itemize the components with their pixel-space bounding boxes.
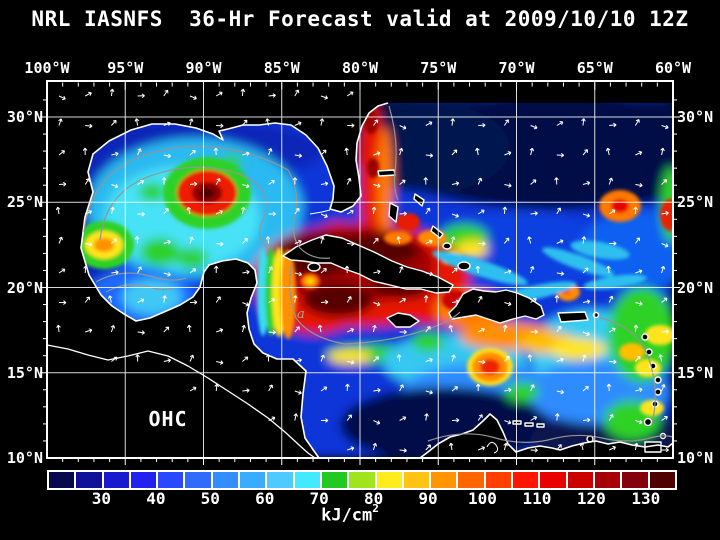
gray-contours — [83, 105, 673, 443]
lon-tick-label: 75°W — [420, 59, 457, 77]
colorbar-cell — [349, 472, 377, 488]
colorbar-tick-value: 130 — [631, 489, 661, 508]
colorbar-cell — [431, 472, 459, 488]
colorbar-tick-value: 50 — [200, 489, 220, 508]
lon-tick-label: 65°W — [576, 59, 613, 77]
island-puerto-rico — [557, 311, 589, 323]
colorbar-cell — [267, 472, 295, 488]
colorbar-tick-value: 120 — [576, 489, 606, 508]
island-hispaniola — [448, 288, 545, 324]
colorbar — [47, 470, 677, 490]
latitude-axis-right: 30°N 25°N 20°N 15°N 10°N — [677, 0, 720, 540]
map-annotation-a: a — [297, 307, 305, 322]
lat-tick-label: 10°N — [6, 449, 43, 467]
colorbar-cell — [513, 472, 541, 488]
colorbar-cell — [130, 472, 159, 488]
colorbar-tick-value: 60 — [255, 489, 275, 508]
coast-pacific — [47, 344, 316, 458]
island-grenada — [643, 417, 653, 427]
lon-tick-label: 95°W — [107, 59, 144, 77]
islands — [282, 169, 667, 453]
lon-tick-label: 90°W — [185, 59, 222, 77]
grid-lines — [47, 81, 673, 458]
colorbar-cell — [294, 472, 322, 488]
island-jamaica — [386, 312, 420, 328]
island-antigua — [641, 333, 649, 341]
island-inagua — [457, 261, 471, 271]
lat-tick-label: 15°N — [677, 363, 714, 382]
coast-north-america — [80, 102, 389, 458]
island-cuba — [282, 234, 454, 294]
colorbar-cell — [240, 472, 268, 488]
colorbar-tick-labels: 30 40 50 60 70 80 90 100 110 120 130 — [0, 489, 720, 508]
longitude-axis: 100°W 95°W 90°W 85°W 80°W 75°W 70°W 65°W 60°W — [0, 59, 720, 77]
lon-tick-label: 70°W — [498, 59, 535, 77]
lon-tick-label: 80°W — [341, 59, 379, 77]
map-frame — [46, 80, 674, 459]
colorbar-cell — [540, 472, 568, 488]
colorbar-cell — [321, 472, 350, 488]
colorbar-cell — [103, 472, 131, 488]
lon-tick-label: 60°W — [654, 59, 692, 77]
colorbar-cell — [594, 472, 623, 488]
colorbar-cell — [622, 472, 650, 488]
lon-tick-label: 85°W — [263, 59, 300, 77]
island-long-island — [430, 225, 444, 239]
colorbar-cell — [76, 472, 104, 488]
island-bonaire — [536, 423, 545, 428]
colorbar-tick-value: 70 — [309, 489, 329, 508]
lon-tick-label: 100°W — [24, 59, 70, 77]
page-title: NRL IASNFS 36-Hr Forecast valid at 2009/… — [31, 7, 689, 31]
island-st-lucia — [654, 388, 662, 396]
colorbar-cell — [649, 472, 675, 488]
colorbar-cell — [185, 472, 213, 488]
colorbar-tick-value: 90 — [418, 489, 438, 508]
unit-base: kJ/cm — [321, 505, 373, 526]
island-grand-bahama — [377, 169, 396, 177]
lat-tick-label: 25°N — [6, 193, 43, 212]
colorbar-cell — [485, 472, 514, 488]
colorbar-tick-value: 80 — [363, 489, 384, 508]
island-andros — [388, 202, 399, 223]
colorbar-unit-label: kJ/cm2 — [0, 502, 700, 526]
island-cay — [442, 242, 452, 250]
colorbar-cell — [567, 472, 595, 488]
colorbar-cell — [376, 472, 404, 488]
colorbar-cell — [49, 472, 77, 488]
lat-tick-label: 20°N — [6, 278, 43, 297]
island-curacao — [524, 422, 534, 427]
florida-keys — [309, 209, 331, 215]
island-martinique — [654, 376, 662, 384]
lat-tick-label: 30°N — [677, 108, 714, 126]
colorbar-cell — [158, 472, 186, 488]
field-label-ohc: OHC — [148, 407, 188, 431]
lake-maracaibo — [486, 441, 499, 454]
lat-tick-label: 15°N — [6, 363, 43, 382]
colorbar-cell — [212, 472, 241, 488]
island-eleuthera — [413, 193, 425, 207]
colorbar-cell — [403, 472, 432, 488]
colorbar-cell — [458, 472, 486, 488]
colorbar-tick-value: 100 — [468, 489, 497, 508]
colorbar-tick-value: 110 — [522, 489, 552, 508]
lat-tick-label: 20°N — [677, 278, 714, 297]
lat-tick-label: 30°N — [6, 108, 43, 126]
lat-tick-label: 25°N — [677, 193, 714, 212]
island-isle-of-youth — [307, 262, 321, 272]
colorbar-tick-value: 30 — [91, 489, 112, 508]
unit-exponent: 2 — [372, 502, 379, 515]
colorbar-tick-value: 40 — [146, 489, 166, 508]
latitude-axis-left: 30°N 25°N 20°N 15°N 10°N — [0, 0, 43, 540]
lat-tick-label: 10°N — [677, 449, 714, 467]
